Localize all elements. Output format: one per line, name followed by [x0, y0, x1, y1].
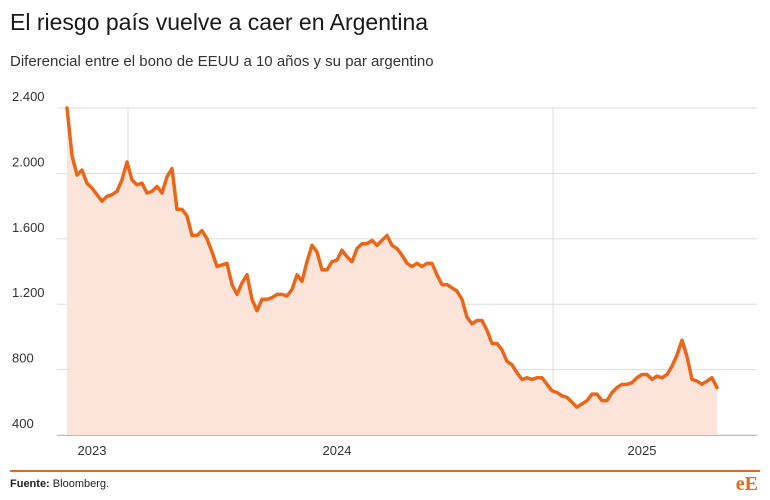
y-tick-label: 1.600	[12, 220, 45, 235]
chart-subtitle: Diferencial entre el bono de EEUU a 10 a…	[10, 53, 434, 70]
y-tick-label: 800	[12, 351, 34, 366]
x-labels: 2023 2024 2025	[78, 443, 657, 458]
logo: eE	[736, 473, 758, 495]
area	[67, 108, 717, 435]
source: Fuente: Bloomberg.	[10, 478, 109, 490]
chart-title: El riesgo país vuelve a caer en Argentin…	[10, 9, 428, 35]
source-label: Fuente:	[10, 478, 50, 490]
y-tick-label: 1.200	[12, 285, 45, 300]
plot	[65, 106, 719, 435]
y-tick-label: 2.400	[12, 89, 45, 104]
x-tick-label: 2024	[323, 443, 352, 458]
y-tick-label: 2.000	[12, 154, 45, 169]
x-tick-label: 2025	[628, 443, 657, 458]
line	[65, 106, 719, 409]
source-text: Bloomberg.	[53, 478, 109, 490]
y-tick-label: 400	[12, 416, 34, 431]
x-tick-label: 2023	[78, 443, 107, 458]
